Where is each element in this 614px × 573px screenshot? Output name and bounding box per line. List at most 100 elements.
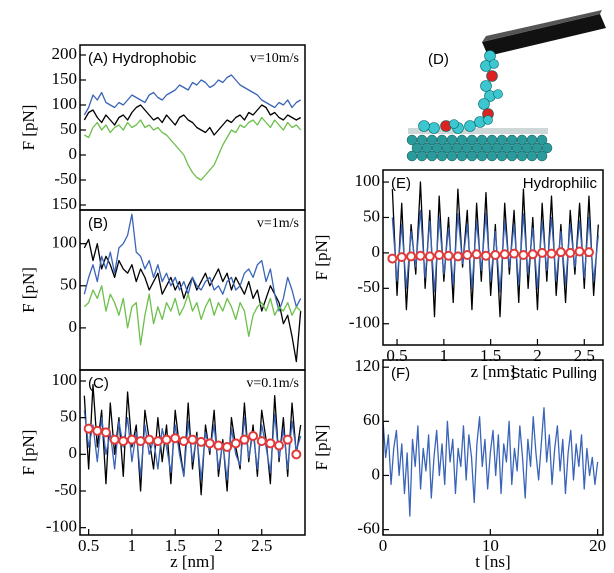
marker <box>282 434 293 445</box>
y-tick-label: 60 <box>363 410 380 429</box>
y-axis-label: F [pN] <box>312 235 331 281</box>
marker <box>204 438 215 449</box>
panel-label: (F) <box>391 365 410 382</box>
plot-area <box>383 407 599 517</box>
marker <box>415 250 426 261</box>
surface-atom <box>466 150 478 162</box>
axes-frame <box>79 369 306 536</box>
marker <box>118 436 129 447</box>
x-tick-label: 1 <box>128 536 137 555</box>
y-tick-label: 150 <box>52 69 78 88</box>
marker <box>109 434 120 445</box>
surface-atom <box>516 150 528 162</box>
plot-area <box>83 74 302 181</box>
x-tick-label: 0 <box>379 536 388 555</box>
surface-atom <box>406 150 418 162</box>
x-tick-label: 1 <box>440 346 449 365</box>
surface-atom <box>416 150 428 162</box>
chain-atom <box>493 89 503 99</box>
y-tick-label: -50 <box>357 277 380 296</box>
marker <box>100 427 111 438</box>
marker <box>178 436 189 447</box>
data-line <box>83 285 302 346</box>
marker <box>83 423 94 434</box>
panel-label: (E) <box>391 175 411 192</box>
marker <box>248 431 259 441</box>
marker <box>518 250 529 261</box>
y-tick-label: 50 <box>363 206 380 225</box>
marker <box>583 247 594 258</box>
x-tick-label: 20 <box>589 536 606 555</box>
marker <box>135 436 146 447</box>
marker <box>196 436 207 447</box>
plot-area <box>83 213 302 363</box>
plot-area <box>387 181 599 318</box>
marker <box>92 425 103 436</box>
y-tick-label: -100 <box>46 517 77 536</box>
cantilever-edge <box>482 10 602 42</box>
panel-label: (B) <box>88 215 108 232</box>
marker <box>527 249 538 260</box>
marker <box>274 440 285 451</box>
y-tick-label: -100 <box>349 313 380 332</box>
marker <box>170 433 181 444</box>
x-tick-label: 2.5 <box>574 346 595 365</box>
marker <box>452 251 463 262</box>
surface-atom <box>436 150 448 162</box>
plot-area <box>83 384 302 496</box>
marker <box>239 434 250 445</box>
y-tick-label: -50 <box>54 480 77 499</box>
y-axis-label: F [pN] <box>312 425 331 471</box>
x-tick-label: 2.5 <box>251 536 272 555</box>
marker <box>537 247 548 258</box>
surface-atom <box>526 150 538 162</box>
marker <box>462 250 473 261</box>
x-tick-label: 10 <box>482 536 499 555</box>
y-tick-label: 120 <box>355 356 381 375</box>
axes-frame <box>382 359 604 536</box>
cantilever <box>482 14 606 56</box>
marker <box>555 247 566 258</box>
surface-atom <box>456 150 468 162</box>
surface-atom <box>506 150 518 162</box>
x-tick-label: 0.5 <box>386 346 407 365</box>
chain-atom <box>449 119 459 129</box>
y-tick-label: 0 <box>372 464 381 483</box>
y-tick-label: 100 <box>355 171 381 190</box>
marker <box>291 449 302 460</box>
chain-atom <box>464 120 476 132</box>
marker <box>222 442 233 452</box>
surface-atom <box>536 150 548 162</box>
y-tick-label: 100 <box>52 94 78 113</box>
x-axis-label: z [nm] <box>170 552 215 571</box>
marker <box>126 434 137 445</box>
marker <box>443 250 454 261</box>
annotation: v=10m/s <box>250 51 299 66</box>
marker <box>152 436 163 447</box>
data-line <box>83 104 301 136</box>
data-line <box>383 407 599 517</box>
x-tick-label: 0.5 <box>78 536 99 555</box>
marker <box>256 436 267 447</box>
panel-label: (D) <box>428 51 449 68</box>
y-tick-label: 0 <box>69 317 78 336</box>
x-tick-label: 2 <box>533 346 542 365</box>
y-axis-label: F [pN] <box>19 105 38 151</box>
annotation: Static Pulling <box>510 365 597 382</box>
surface-atom <box>476 150 488 162</box>
marker <box>490 250 501 261</box>
chain-atom <box>428 122 440 134</box>
annotation: v=0.1m/s <box>246 376 299 391</box>
y-tick-label: 200 <box>52 44 78 63</box>
y-tick-label: 100 <box>52 233 78 252</box>
y-tick-label: 0 <box>372 242 381 261</box>
marker <box>396 252 407 263</box>
axes-frame <box>79 44 306 211</box>
marker <box>387 253 398 264</box>
marker <box>161 434 172 445</box>
y-tick-label: 50 <box>60 407 77 426</box>
marker <box>187 434 198 445</box>
y-tick-label: -60 <box>357 518 380 537</box>
surface-atom <box>486 150 498 162</box>
